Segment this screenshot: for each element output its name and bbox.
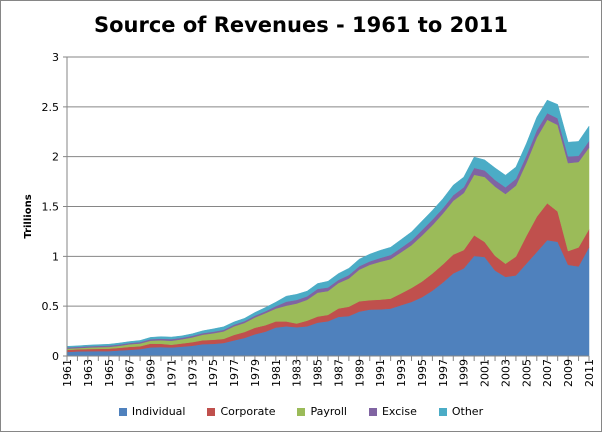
x-tick-label: 2009 (562, 359, 575, 387)
x-tick-label: 1965 (103, 359, 116, 387)
x-tick-label: 1989 (353, 359, 366, 387)
x-tick-label: 2005 (520, 359, 533, 387)
legend-swatch (438, 407, 447, 416)
chart-title: Source of Revenues - 1961 to 2011 (93, 13, 509, 37)
x-tick-label: 1969 (145, 359, 158, 387)
legend-label: Other (451, 405, 484, 418)
legend-item: Payroll (297, 405, 347, 418)
x-tick-label: 1983 (291, 359, 304, 387)
x-tick-label: 2007 (541, 359, 554, 387)
x-tick-label: 1979 (249, 359, 262, 387)
y-tick-label: 1.5 (42, 201, 60, 214)
legend-swatch (207, 407, 216, 416)
area-other (66, 99, 590, 348)
legend-label: Excise (381, 405, 417, 418)
y-tick-label: 0 (52, 350, 59, 363)
x-tick-label: 1985 (312, 359, 325, 387)
legend-swatch (368, 407, 377, 416)
y-tick-label: 2 (52, 151, 59, 164)
x-tick-label: 1987 (332, 359, 345, 387)
x-tick-label: 1995 (416, 359, 429, 387)
legend-swatch (297, 407, 306, 416)
legend-item: Excise (368, 405, 417, 418)
legend-item: Corporate (207, 405, 275, 418)
x-tick-label: 2011 (583, 359, 596, 387)
y-tick-label: 3 (52, 51, 59, 64)
legend-label: Payroll (310, 405, 347, 418)
x-tick-label: 1975 (207, 359, 220, 387)
y-tick-label: 1 (52, 250, 59, 263)
x-tick-label: 1997 (437, 359, 450, 387)
x-tick-label: 1991 (374, 359, 387, 387)
x-tick-label: 1981 (270, 359, 283, 387)
legend-item: Other (438, 405, 484, 418)
y-axis-label: Trillions (23, 194, 34, 238)
x-tick-label: 1961 (61, 359, 74, 387)
x-tick-label: 1973 (186, 359, 199, 387)
y-tick-label: 2.5 (42, 101, 60, 114)
x-tick-label: 1967 (124, 359, 137, 387)
x-tick-label: 1999 (458, 359, 471, 387)
x-tick-label: 1971 (165, 359, 178, 387)
y-tick-label: 0.5 (42, 300, 60, 313)
legend: Individual Corporate Payroll Excise Other (1, 405, 601, 418)
x-tick-label: 2001 (479, 359, 492, 387)
x-tick-label: 1977 (228, 359, 241, 387)
legend-item: Individual (118, 405, 186, 418)
x-tick-label: 1963 (82, 359, 95, 387)
legend-label: Individual (131, 405, 186, 418)
x-tick-label: 2003 (499, 359, 512, 387)
legend-label: Corporate (220, 405, 276, 418)
x-tick-label: 1993 (395, 359, 408, 387)
legend-swatch (118, 407, 127, 416)
